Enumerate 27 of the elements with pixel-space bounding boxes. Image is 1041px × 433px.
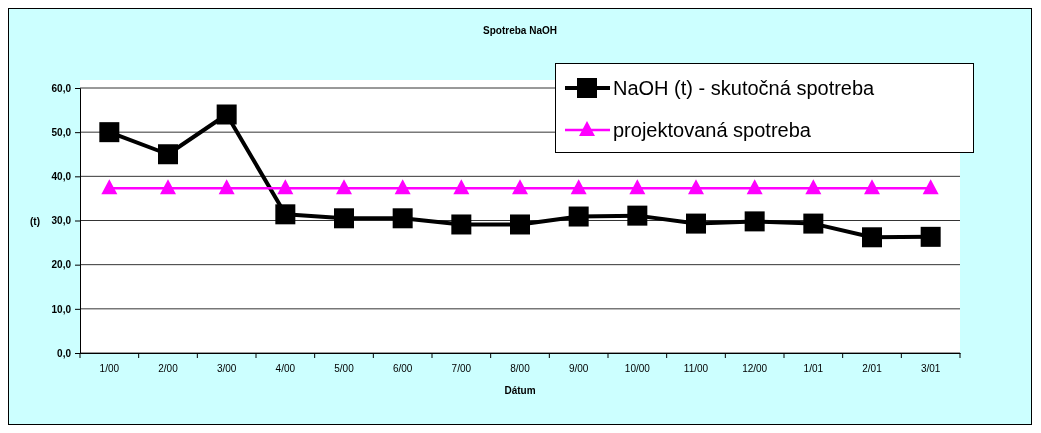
y-tick-label: 50,0 [51,126,72,138]
y-axis-title: (t) [30,215,40,227]
x-tick-label: 3/00 [216,363,237,375]
x-tick-label: 9/00 [568,363,589,375]
x-tick-label: 8/00 [510,363,531,375]
y-tick-label: 30,0 [51,215,72,227]
x-tick-label: 2/00 [158,363,179,375]
x-tick-label: 5/00 [334,363,355,375]
x-tick-label: 6/00 [392,363,413,375]
y-tick-label: 20,0 [51,259,72,271]
x-tick-label: 4/00 [275,363,296,375]
y-tick-label: 0,0 [57,347,72,359]
x-tick-label: 10/00 [624,363,651,375]
y-tick-label: 40,0 [51,171,72,183]
y-tick-label: 60,0 [51,82,72,94]
x-tick-label: 1/01 [803,363,824,375]
x-tick-label: 12/00 [742,363,768,375]
x-tick-label: 3/01 [920,363,941,375]
x-tick-label: 1/00 [99,363,120,375]
legend-label: projektovaná spotreba [613,119,812,141]
x-tick-label: 11/00 [683,363,709,375]
legend-label: NaOH (t) - skutočná spotreba [613,77,876,99]
y-tick-label: 10,0 [51,303,72,315]
x-tick-label: 7/00 [451,363,472,375]
x-tick-label: 2/01 [862,363,883,375]
x-axis-title: Dátum [504,385,536,396]
chart-title: Spotreba NaOH [483,25,557,36]
